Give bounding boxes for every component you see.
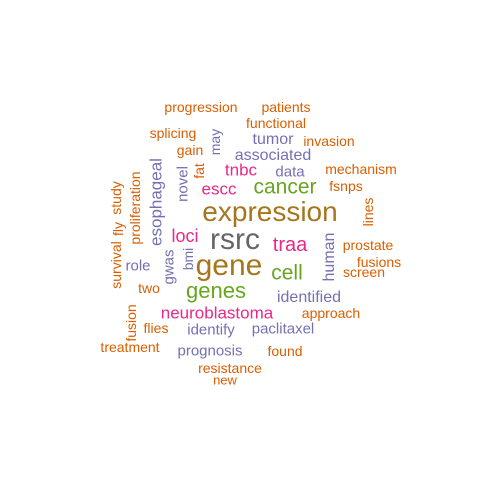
word-mechanism: mechanism: [325, 161, 397, 177]
word-bmi: bmi: [180, 247, 196, 271]
word-proliferation: proliferation: [127, 171, 143, 245]
word-rsrc: rsrc: [210, 223, 260, 256]
word-human: human: [321, 232, 338, 282]
word-escc: escc: [201, 179, 237, 199]
word-role: role: [125, 257, 151, 275]
word-found: found: [267, 343, 303, 359]
word-prostate: prostate: [342, 237, 394, 253]
word-identified: identified: [276, 289, 342, 306]
word-new: new: [213, 372, 237, 388]
word-esophageal: esophageal: [146, 158, 166, 246]
word-novel: novel: [174, 166, 192, 202]
word-survival: survival: [108, 241, 124, 289]
word-fly: fly: [110, 222, 126, 236]
word-progression: progression: [164, 99, 238, 115]
word-fsnps: fsnps: [329, 178, 363, 194]
word-loci: loci: [171, 226, 199, 246]
word-fat: fat: [191, 163, 207, 179]
word-associated: associated: [234, 147, 312, 164]
word-flies: flies: [143, 320, 169, 336]
word-traa: traa: [272, 234, 308, 256]
word-two: two: [138, 280, 160, 296]
word-patients: patients: [261, 99, 311, 115]
word-functional: functional: [246, 115, 306, 131]
word-may: may: [207, 128, 223, 156]
word-identify: identify: [187, 321, 235, 339]
word-tnbc: tnbc: [224, 160, 258, 180]
word-gain: gain: [176, 142, 204, 158]
word-treatment: treatment: [100, 339, 160, 355]
word-approach: approach: [301, 305, 361, 321]
word-invasion: invasion: [303, 133, 355, 149]
word-neuroblastoma: neuroblastoma: [160, 303, 274, 323]
word-fusions: fusions: [356, 254, 402, 270]
word-gwas: gwas: [160, 249, 178, 285]
word-lines: lines: [360, 197, 376, 227]
word-gene: gene: [195, 249, 263, 282]
word-cancer: cancer: [253, 175, 317, 199]
word-prognosis: prognosis: [177, 342, 243, 360]
word-resistance: resistance: [198, 360, 262, 376]
word-study: study: [108, 181, 124, 215]
word-paclitaxel: paclitaxel: [251, 320, 315, 338]
word-screen: screen: [342, 264, 386, 280]
word-fusion: fusion: [123, 304, 139, 342]
word-cell: cell: [271, 261, 303, 285]
word-genes: genes: [186, 278, 246, 303]
word-tumor: tumor: [252, 131, 294, 148]
word-splicing: splicing: [149, 125, 197, 141]
word-expression: expression: [202, 196, 338, 227]
word-data: data: [275, 163, 305, 181]
